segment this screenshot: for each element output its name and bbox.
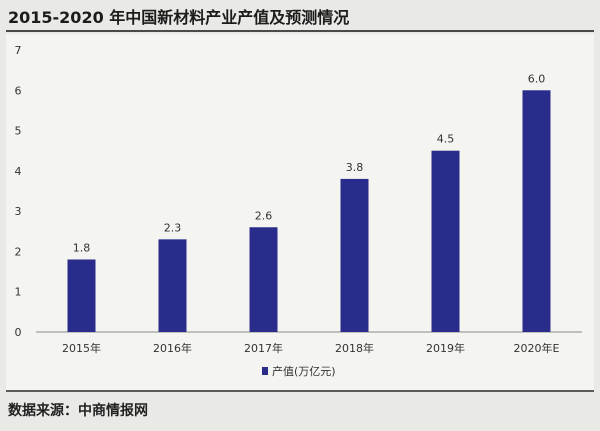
x-tick-label: 2016年 (153, 341, 192, 355)
y-tick-label: 6 (15, 84, 22, 97)
bar (249, 227, 278, 332)
x-tick-label: 2015年 (62, 341, 101, 355)
y-tick-label: 0 (15, 326, 22, 339)
data-label: 2.6 (255, 209, 273, 222)
legend-swatch (262, 367, 268, 375)
data-label: 1.8 (73, 241, 91, 254)
bar (158, 239, 187, 332)
y-tick-label: 1 (15, 286, 22, 299)
y-tick-label: 3 (15, 205, 22, 218)
bar (67, 259, 96, 332)
x-tick-label: 2020年E (514, 341, 560, 355)
bar (522, 90, 551, 333)
title-divider (6, 30, 594, 32)
data-label: 2.3 (164, 221, 182, 234)
bar (431, 150, 460, 332)
data-label: 6.0 (528, 72, 546, 85)
data-label: 4.5 (437, 133, 455, 146)
x-tick-label: 2019年 (426, 341, 465, 355)
x-tick-label: 2018年 (335, 341, 374, 355)
data-label: 3.8 (346, 161, 364, 174)
chart-panel: 0 1 2 3 4 5 6 7 1.8 2015年 2.3 2016年 2.6 2017年 3.8 2018年… (6, 34, 594, 392)
x-tick-label: 2017年 (244, 341, 283, 355)
bar (340, 178, 369, 332)
bar-chart: 0 1 2 3 4 5 6 7 1.8 2015年 2.3 2016年 2.6 2017年 3.8 2018年… (15, 44, 582, 378)
legend-label: 产值(万亿元) (272, 364, 336, 378)
y-tick-label: 4 (15, 165, 22, 178)
y-tick-label: 7 (15, 44, 22, 57)
y-tick-label: 2 (15, 245, 22, 258)
y-tick-label: 5 (15, 125, 22, 138)
chart-title: 2015-2020 年中国新材料产业产值及预测情况 (8, 8, 350, 27)
data-source: 数据来源：中商情报网 (8, 403, 148, 419)
